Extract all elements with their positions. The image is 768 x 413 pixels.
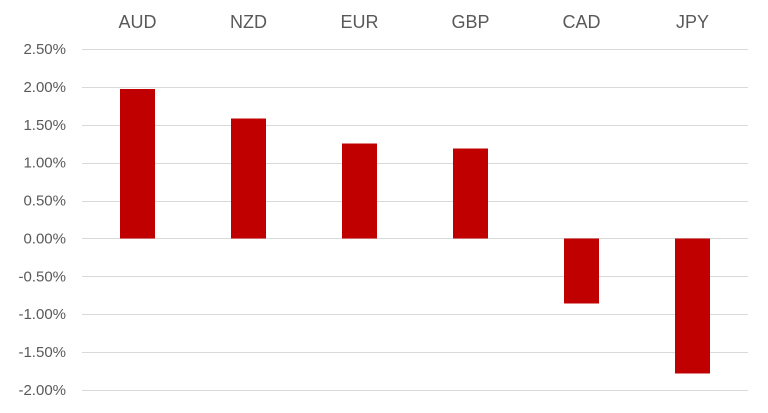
y-axis-tick-labels: 2.50% 2.00% 1.50% 1.00% 0.50% 0.00% -0.50% -1.0… — [18, 41, 66, 399]
y-tick-label: -0.50% — [18, 268, 66, 285]
y-tick-label: 1.00% — [23, 155, 66, 172]
category-label-aud: AUD — [118, 12, 156, 32]
bar-jpy — [675, 238, 710, 374]
category-labels: AUD NZD EUR GBP CAD JPY — [118, 12, 709, 32]
y-tick-label: -1.50% — [18, 344, 66, 361]
y-tick-label: -2.00% — [18, 382, 66, 399]
bar-cad — [564, 238, 599, 304]
y-tick-label: 1.50% — [23, 117, 66, 134]
bar-aud — [120, 89, 155, 239]
y-tick-label: 0.00% — [23, 230, 66, 247]
gridlines — [82, 49, 748, 391]
category-label-nzd: NZD — [230, 12, 267, 32]
bar-nzd — [231, 118, 266, 239]
y-tick-label: 2.00% — [23, 79, 66, 96]
category-label-gbp: GBP — [451, 12, 489, 32]
y-tick-label: -1.00% — [18, 306, 66, 323]
category-label-eur: EUR — [340, 12, 378, 32]
category-label-jpy: JPY — [676, 12, 709, 32]
bar-eur — [342, 143, 377, 239]
y-tick-label: 0.50% — [23, 193, 66, 210]
y-tick-label: 2.50% — [23, 41, 66, 58]
bars — [120, 89, 710, 374]
bar-gbp — [453, 148, 488, 239]
category-label-cad: CAD — [562, 12, 600, 32]
